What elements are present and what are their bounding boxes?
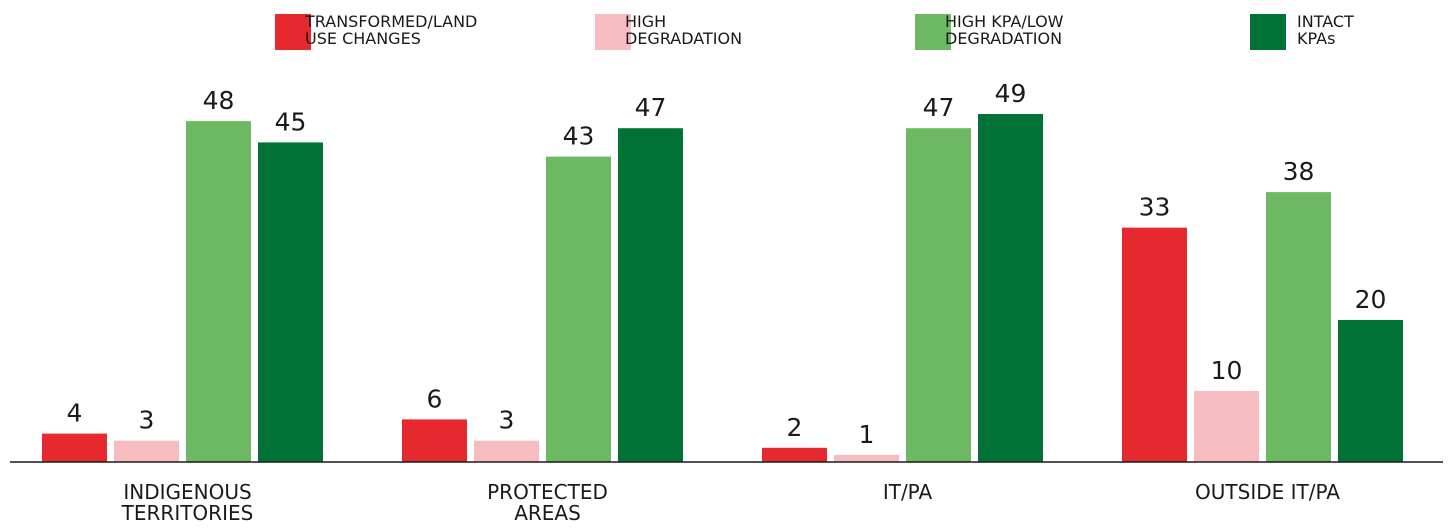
x-tick-label: PROTECTED AREAS: [487, 480, 608, 525]
value-label: 3: [139, 406, 155, 435]
value-label: 47: [635, 93, 667, 122]
bar: [114, 440, 179, 462]
value-label: 33: [1139, 193, 1171, 222]
value-label: 3: [499, 406, 515, 435]
x-tick-label: IT/PA: [882, 480, 933, 504]
value-label: 45: [275, 107, 307, 136]
legend-swatch: [1250, 14, 1286, 50]
bar: [402, 419, 467, 462]
legend-label: HIGH DEGRADATION: [625, 12, 743, 48]
bar: [546, 156, 611, 462]
x-tick-label: OUTSIDE IT/PA: [1195, 480, 1340, 504]
bar: [1338, 319, 1403, 462]
bar: [1194, 390, 1259, 462]
legend-swatch: [275, 14, 311, 50]
legend-label: INTACT KPAs: [1297, 12, 1354, 48]
legend-swatch: [915, 14, 951, 50]
value-label: 6: [427, 384, 443, 413]
bar: [618, 128, 683, 462]
value-label: 10: [1211, 356, 1243, 385]
bar: [474, 440, 539, 462]
bar: [834, 454, 899, 462]
bar: [762, 447, 827, 462]
bar: [258, 142, 323, 463]
legend-label: HIGH KPA/LOW DEGRADATION: [945, 12, 1064, 48]
value-label: 38: [1283, 157, 1315, 186]
value-label: 43: [563, 122, 595, 151]
value-label: 48: [203, 86, 235, 115]
value-label: 2: [787, 413, 803, 442]
value-label: 4: [67, 399, 83, 428]
bar: [978, 114, 1043, 462]
value-label: 49: [995, 79, 1027, 108]
value-label: 20: [1355, 285, 1387, 314]
value-label: 1: [859, 420, 875, 449]
bar: [1266, 192, 1331, 463]
x-tick-label: INDIGENOUS TERRITORIES: [121, 480, 254, 525]
value-label: 47: [923, 93, 955, 122]
bar: [1122, 227, 1187, 462]
legend-label: TRANSFORMED/LAND USE CHANGES: [305, 12, 478, 48]
legend-swatch: [595, 14, 631, 50]
bar: [186, 121, 251, 462]
bar: [42, 433, 107, 462]
bar: [906, 128, 971, 462]
